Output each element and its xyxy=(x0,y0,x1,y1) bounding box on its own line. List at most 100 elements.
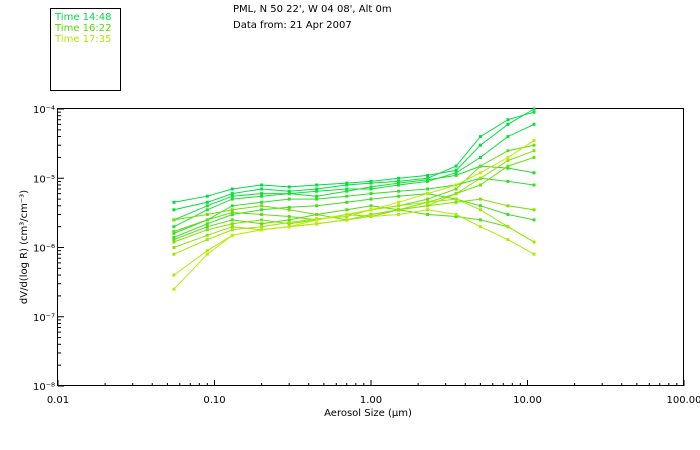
data-point xyxy=(532,122,536,126)
data-point xyxy=(478,176,482,180)
data-point xyxy=(345,181,349,185)
data-point xyxy=(172,273,176,277)
data-point xyxy=(532,252,536,256)
data-point xyxy=(369,192,373,196)
data-point xyxy=(532,218,536,222)
data-point xyxy=(454,215,458,218)
data-point xyxy=(506,166,510,170)
data-point xyxy=(205,228,209,232)
series-line xyxy=(173,165,535,228)
series-14 xyxy=(172,139,536,291)
data-point xyxy=(454,168,458,172)
legend-box: Time 14:48 Time 16:22 Time 17:35 xyxy=(50,8,121,91)
data-point xyxy=(260,187,264,191)
data-point xyxy=(397,194,401,198)
data-point xyxy=(172,225,176,229)
data-point xyxy=(315,187,319,191)
data-point xyxy=(260,183,264,187)
data-point xyxy=(454,197,458,201)
data-point xyxy=(287,185,291,189)
data-point xyxy=(287,215,291,218)
data-point xyxy=(397,213,401,216)
data-point xyxy=(369,179,373,183)
data-point xyxy=(315,183,319,187)
data-point xyxy=(426,200,430,204)
data-point xyxy=(230,222,234,226)
series-line xyxy=(173,108,535,203)
data-point xyxy=(260,192,264,196)
data-point xyxy=(454,213,458,216)
data-point xyxy=(260,208,264,212)
data-point xyxy=(478,143,482,147)
data-point xyxy=(478,208,482,212)
data-point xyxy=(532,155,536,159)
data-point xyxy=(172,246,176,249)
series-line xyxy=(173,198,535,255)
data-point xyxy=(478,225,482,229)
data-point xyxy=(478,164,482,168)
series-7 xyxy=(172,204,536,244)
data-point xyxy=(230,192,234,196)
x-tick-label: 1.00 xyxy=(360,395,382,406)
data-point xyxy=(426,173,430,177)
data-point xyxy=(454,183,458,187)
data-point xyxy=(205,233,209,237)
data-point xyxy=(315,194,319,198)
data-point xyxy=(426,192,430,196)
y-tick-label: 10⁻⁷ xyxy=(33,313,55,324)
data-point xyxy=(532,149,536,153)
data-point xyxy=(230,211,234,214)
data-point xyxy=(454,187,458,191)
data-point xyxy=(426,197,430,201)
data-point xyxy=(345,213,349,216)
data-point xyxy=(230,228,234,232)
legend-entry-2: Time 16:22 xyxy=(55,23,112,34)
data-point xyxy=(287,197,291,201)
data-point xyxy=(397,183,401,187)
plot-frame xyxy=(57,108,684,386)
y-tick-label: 10⁻⁵ xyxy=(33,174,55,185)
data-point xyxy=(369,204,373,208)
data-point xyxy=(532,107,536,111)
data-point xyxy=(230,233,234,237)
series-1 xyxy=(172,107,536,204)
data-point xyxy=(369,215,373,218)
data-point xyxy=(287,218,291,222)
data-point xyxy=(260,204,264,208)
data-point xyxy=(260,228,264,232)
data-point xyxy=(397,179,401,183)
data-point xyxy=(230,194,234,198)
data-point xyxy=(205,194,209,198)
data-point xyxy=(397,200,401,204)
data-point xyxy=(369,181,373,185)
data-point xyxy=(506,164,510,168)
data-point xyxy=(369,208,373,212)
data-point xyxy=(230,208,234,212)
series-line xyxy=(173,140,535,290)
data-point xyxy=(287,208,291,212)
date-header: Data from: 21 Apr 2007 xyxy=(233,20,352,31)
data-point xyxy=(205,225,209,229)
series-12 xyxy=(172,197,536,256)
data-point xyxy=(478,171,482,175)
series-line xyxy=(173,177,535,234)
data-point xyxy=(369,213,373,216)
data-point xyxy=(532,110,536,114)
data-point xyxy=(260,222,264,226)
data-point xyxy=(345,200,349,204)
data-point xyxy=(345,189,349,193)
data-point xyxy=(172,240,176,244)
data-point xyxy=(506,135,510,139)
data-point xyxy=(506,155,510,159)
data-point xyxy=(532,183,536,187)
data-point xyxy=(397,176,401,180)
data-point xyxy=(315,213,319,216)
data-point xyxy=(345,218,349,222)
data-point xyxy=(345,208,349,212)
data-point xyxy=(478,135,482,139)
data-point xyxy=(345,194,349,198)
data-point xyxy=(287,189,291,193)
data-point xyxy=(287,221,291,224)
data-point xyxy=(345,187,349,191)
